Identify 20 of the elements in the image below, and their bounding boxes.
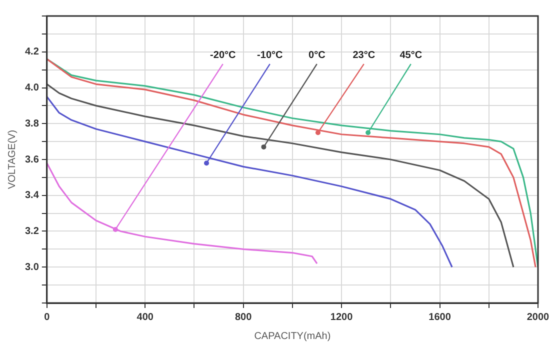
- x-tick-label: 2000: [526, 312, 550, 323]
- y-tick-label: 4.0: [24, 82, 40, 94]
- y-tick-label: 3.4: [24, 190, 40, 202]
- annotation: -20°C: [210, 50, 236, 61]
- y-tick-label: 4.2: [24, 46, 40, 58]
- x-tick-label: 800: [234, 312, 252, 323]
- y-tick-label: 3.8: [24, 118, 40, 130]
- y-tick-label: 3.6: [24, 154, 40, 166]
- x-tick-label: 400: [136, 312, 154, 323]
- y-tick-label: 3.0: [24, 262, 40, 273]
- x-tick-label: 0: [44, 312, 50, 323]
- annotation: 23°C: [352, 50, 376, 61]
- annotation: -10°C: [257, 50, 283, 61]
- y-tick-label: 3.2: [24, 226, 40, 237]
- annotation: 0°C: [308, 50, 326, 61]
- x-axis-title: CAPACITY(mAh): [254, 330, 331, 342]
- annotation: 45°C: [400, 50, 422, 61]
- y-axis-title: VOLTAGE(V): [6, 130, 18, 190]
- x-tick-label: 1200: [330, 312, 354, 323]
- x-tick-label: 1600: [428, 312, 452, 323]
